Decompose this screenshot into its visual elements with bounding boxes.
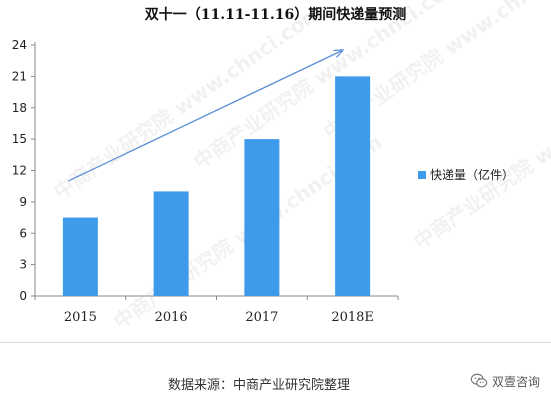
source-note: 数据来源：中商产业研究院整理: [168, 378, 351, 393]
y-tick-label: 0: [19, 289, 27, 303]
y-tick-label: 12: [12, 164, 27, 178]
watermark-text: 中商产业研究院 www.chnci.com: [189, 0, 466, 174]
trend-line: [68, 50, 342, 182]
bar: [62, 217, 98, 296]
bar: [244, 139, 280, 296]
legend-swatch: [418, 170, 426, 179]
bars: [62, 76, 371, 296]
brand-name: 双壹咨询: [492, 374, 541, 389]
legend-label: 快递量（亿件）: [430, 168, 515, 182]
x-tick-label: 2016: [155, 310, 188, 325]
y-tick-label: 9: [19, 195, 27, 209]
bar: [153, 191, 189, 296]
x-tick-label: 2015: [64, 310, 97, 325]
y-tick-label: 21: [12, 69, 27, 83]
bar: [335, 76, 371, 296]
legend: 快递量（亿件）: [418, 166, 514, 183]
y-tick-label: 3: [19, 258, 27, 272]
watermark-text: 中商产业研究院 www.chnci.com: [409, 50, 551, 254]
y-tick-label: 15: [12, 132, 27, 146]
divider: [0, 342, 551, 343]
y-tick-label: 18: [12, 101, 27, 115]
x-tick-label: 2017: [245, 310, 278, 325]
brand-badge: 双壹咨询: [470, 372, 540, 390]
chart-title: 双十一（11.11-11.16）期间快递量预测: [144, 7, 407, 23]
trend-arrow: [68, 50, 342, 182]
y-tick-label: 24: [12, 38, 27, 52]
wechat-icon: [470, 373, 488, 388]
tick-labels: 0 3 6 9 12 15 18 21 24 2015 2016 2017 2018E: [12, 38, 374, 325]
x-tick-label: 2018E: [331, 310, 374, 325]
y-tick-label: 6: [19, 226, 27, 240]
